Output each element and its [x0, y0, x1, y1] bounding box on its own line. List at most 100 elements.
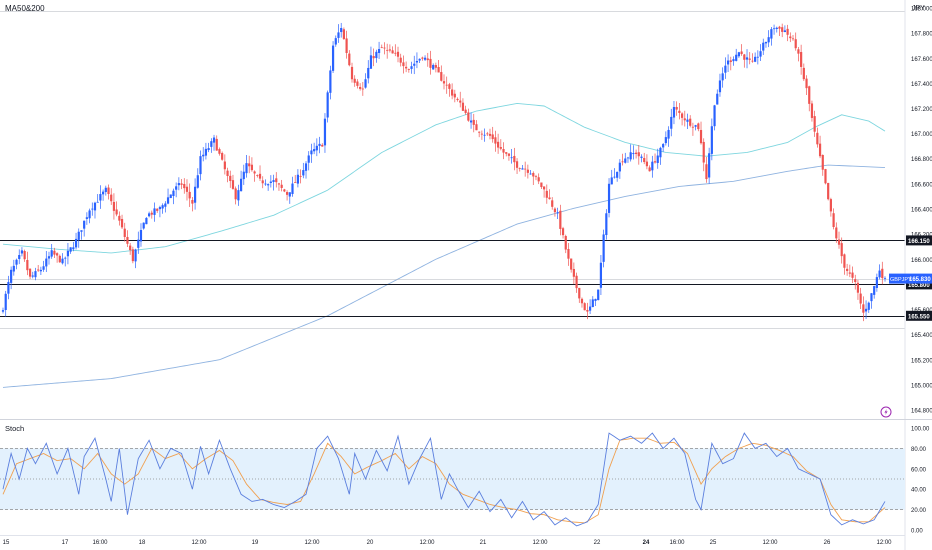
candle-body — [210, 141, 213, 147]
candle-body — [207, 148, 210, 151]
candle-body — [510, 157, 513, 159]
candle-body — [491, 134, 494, 140]
price-tick-label: 167.000 — [911, 132, 932, 138]
candle-body — [66, 250, 70, 257]
candle-body — [767, 37, 770, 43]
candle-body — [175, 186, 178, 190]
candle-body — [667, 129, 670, 139]
candle-body — [56, 253, 59, 256]
candle-body — [321, 144, 324, 147]
candle-body — [377, 48, 381, 54]
horizontal-lines — [0, 11, 905, 329]
candle-body — [770, 29, 773, 39]
candle-body — [448, 84, 451, 89]
stoch-k-line — [2, 432, 886, 527]
candle-body — [410, 66, 413, 69]
time-tick-label: 12:00 — [762, 540, 778, 546]
stoch-lines — [2, 432, 886, 527]
candle-body — [856, 282, 860, 293]
candle-body — [469, 120, 473, 123]
candle-body — [656, 155, 659, 163]
candle-body — [18, 255, 21, 260]
candle-body — [148, 213, 151, 217]
candle-body — [221, 153, 224, 160]
candle-body — [537, 177, 540, 182]
candle-body — [502, 149, 505, 153]
candle-body — [775, 27, 778, 29]
candle-body — [835, 227, 838, 239]
candle-body — [288, 192, 291, 197]
candle-body — [832, 213, 835, 227]
candle-body — [85, 217, 88, 219]
candle-body — [716, 93, 719, 105]
candle-body — [800, 52, 803, 67]
candle-body — [418, 58, 421, 61]
candle-body — [772, 28, 776, 30]
candle-body — [591, 299, 594, 308]
candle-body — [545, 190, 548, 198]
candle-body — [737, 52, 740, 57]
time-tick-label: 12:00 — [191, 540, 207, 546]
candle-body — [589, 306, 592, 311]
candle-body — [580, 298, 584, 304]
time-tick-label: 15 — [3, 540, 10, 546]
candle-body — [380, 47, 383, 49]
candle-body — [453, 93, 456, 98]
price-tick-label: 167.400 — [911, 82, 932, 88]
candle-body — [421, 57, 424, 59]
candle-body — [488, 133, 492, 136]
candle-body — [718, 80, 722, 93]
candle-body — [607, 183, 611, 213]
candle-body — [31, 275, 34, 277]
candle-body — [164, 203, 167, 207]
candle-body — [134, 249, 137, 262]
lightning-icon[interactable] — [880, 406, 892, 418]
candle-body — [107, 187, 110, 194]
candle-body — [705, 164, 708, 180]
candle-body — [534, 176, 538, 178]
candle-body — [345, 38, 348, 54]
candle-body — [28, 268, 32, 277]
candle-body — [102, 191, 105, 195]
candle-body — [873, 286, 876, 295]
candle-body — [96, 201, 99, 203]
candle-body — [4, 293, 7, 310]
candle-body — [129, 245, 132, 251]
candlestick-series — [1, 22, 887, 322]
price-tick-label: 165.400 — [911, 333, 932, 339]
candle-body — [816, 132, 819, 145]
main-pane-bg — [0, 0, 905, 418]
candle-body — [20, 250, 24, 254]
candle-body — [810, 103, 814, 118]
candle-body — [640, 156, 643, 158]
candle-body — [294, 182, 297, 183]
candle-body — [285, 192, 289, 195]
candle-body — [334, 38, 337, 45]
candle-body — [616, 171, 619, 178]
ma50-line — [2, 103, 886, 254]
candle-body — [1, 310, 5, 312]
candle-body — [759, 51, 762, 57]
candle-body — [64, 257, 67, 259]
candle-body — [570, 258, 573, 270]
currency-label: JPY — [912, 5, 925, 12]
candle-body — [47, 256, 51, 259]
candle-body — [483, 134, 486, 136]
candle-body — [713, 105, 716, 127]
candle-body — [626, 157, 630, 159]
candle-body — [118, 215, 121, 221]
candle-body — [88, 210, 91, 219]
candle-body — [456, 98, 459, 100]
candle-body — [396, 51, 400, 57]
candle-body — [110, 194, 113, 202]
time-axis: 15 17 16:00 18 12:00 19 12:00 20 12:00 21 12:00 22 2… — [3, 540, 893, 546]
candle-body — [388, 49, 391, 51]
candle-body — [499, 147, 502, 149]
candle-body — [337, 32, 340, 38]
candle-body — [7, 281, 10, 294]
candle-body — [478, 131, 481, 133]
candle-body — [526, 169, 529, 173]
candle-body — [497, 141, 500, 148]
candle-body — [202, 154, 205, 157]
